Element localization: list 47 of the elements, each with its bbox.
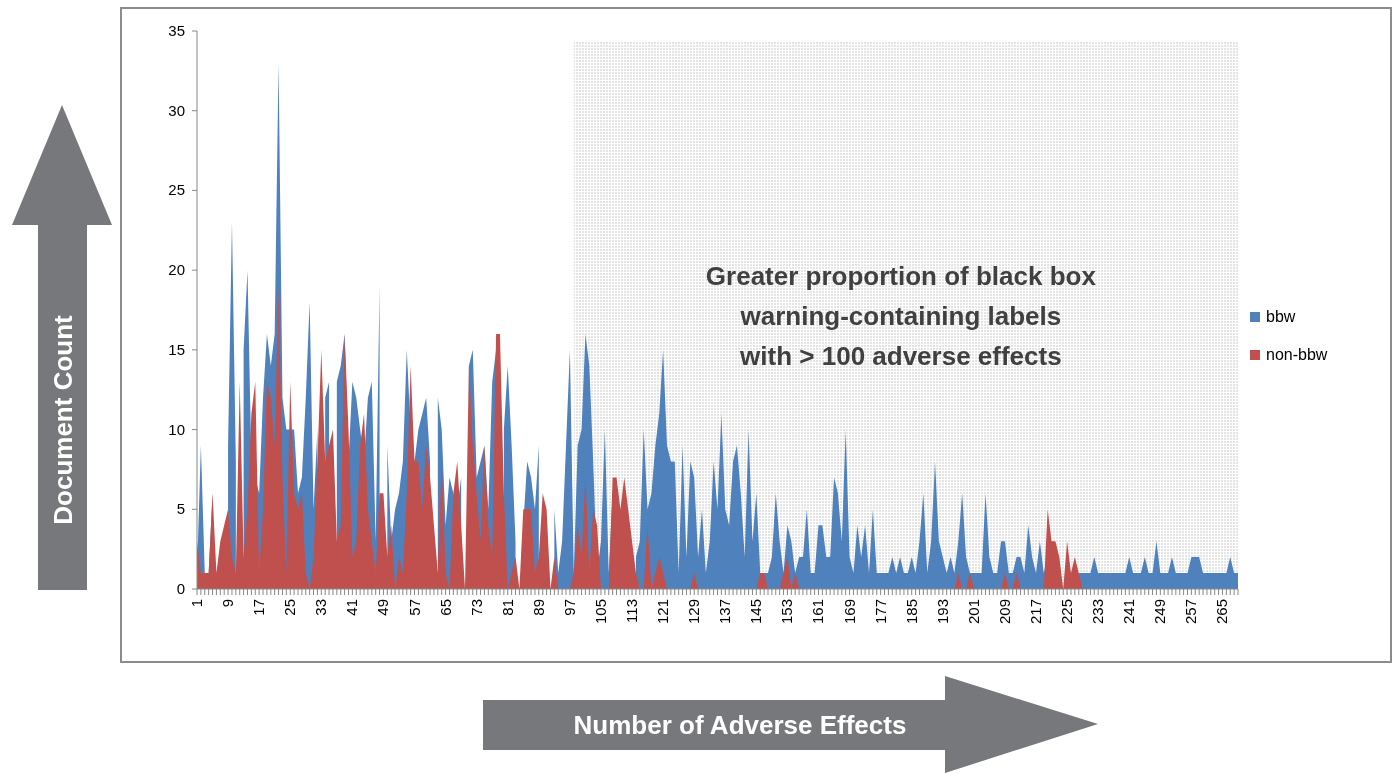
y-tick-label: 25 — [168, 181, 185, 199]
x-tick-label: 153 — [778, 599, 796, 625]
y-axis-title: Document Count — [48, 314, 78, 525]
x-tick-label: 129 — [685, 599, 703, 625]
x-tick-label: 17 — [250, 599, 268, 616]
legend-label: non-bbw — [1266, 346, 1328, 363]
y-tick-label: 30 — [168, 101, 185, 119]
x-tick-label: 169 — [840, 599, 858, 625]
x-tick-label: 241 — [1120, 599, 1138, 625]
x-tick-label: 137 — [716, 599, 734, 625]
y-tick-label: 15 — [168, 340, 185, 358]
x-tick-label: 249 — [1151, 599, 1169, 625]
x-tick-label: 9 — [219, 599, 237, 608]
x-tick-label: 177 — [871, 599, 889, 625]
x-tick-label: 201 — [964, 599, 982, 625]
y-tick-label: 0 — [176, 580, 185, 597]
x-tick-label: 233 — [1089, 599, 1107, 625]
x-tick-label: 193 — [933, 599, 951, 625]
x-axis-title: Number of Adverse Effects — [573, 710, 907, 740]
x-tick-label: 41 — [343, 599, 361, 616]
x-tick-label: 185 — [902, 599, 920, 625]
x-tick-label: 89 — [529, 599, 547, 616]
x-tick-label: 225 — [1058, 599, 1076, 625]
x-tick-label: 209 — [995, 599, 1013, 625]
x-tick-label: 161 — [809, 599, 827, 625]
x-tick-label: 145 — [747, 599, 765, 625]
y-tick-label: 35 — [168, 22, 185, 39]
x-tick-label: 25 — [281, 599, 299, 616]
x-tick-label: 113 — [623, 599, 641, 623]
y-tick-label: 5 — [176, 500, 185, 518]
x-tick-label: 73 — [467, 599, 485, 616]
band-label: Greater proportion of black box warning-containing labels with > 100 adverse effects — [705, 261, 1097, 371]
x-tick-label: 257 — [1182, 599, 1200, 625]
x-tick-label: 105 — [591, 599, 609, 625]
legend-label: bbw — [1266, 308, 1296, 325]
x-tick-label: 33 — [312, 599, 330, 616]
x-tick-label: 65 — [436, 599, 454, 616]
x-tick-label: 265 — [1213, 599, 1231, 625]
y-tick-label: 20 — [168, 261, 185, 279]
y-tick-label: 10 — [168, 420, 185, 438]
x-tick-label: 97 — [560, 599, 578, 616]
x-tick-label: 57 — [405, 599, 423, 616]
x-tick-label: 217 — [1027, 599, 1045, 625]
x-tick-label: 1 — [188, 599, 205, 608]
x-tick-label: 49 — [374, 599, 392, 616]
x-tick-label: 81 — [498, 599, 516, 616]
x-tick-label: 121 — [654, 599, 672, 625]
